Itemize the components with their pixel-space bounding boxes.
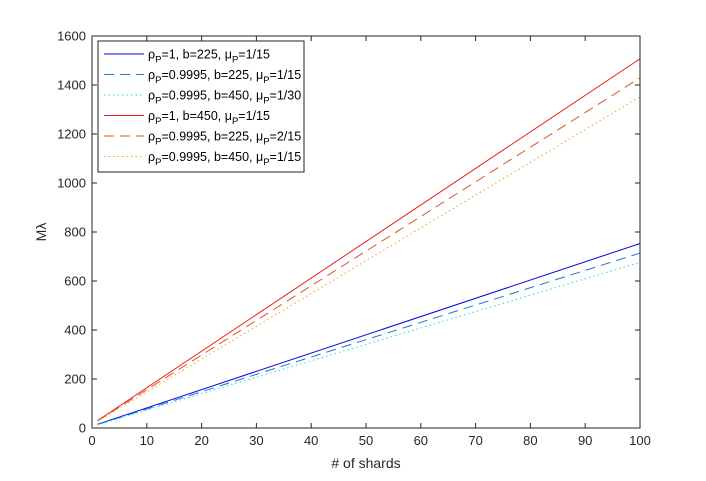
legend-entry-2: ρP=0.9995, b=225, μP=1/15 xyxy=(148,68,301,86)
subscript-p: P xyxy=(155,157,161,168)
y-tick-label: 0 xyxy=(79,421,86,436)
subscript-p: P xyxy=(232,55,238,66)
mu-symbol: μ xyxy=(256,130,263,144)
legend-params: =1, b=450, xyxy=(161,109,224,123)
series-line-6 xyxy=(97,96,641,422)
x-tick-label: 0 xyxy=(88,433,95,448)
legend-box xyxy=(97,40,305,173)
rho-symbol: ρ xyxy=(148,150,155,164)
y-tick-label: 1200 xyxy=(57,127,86,142)
series-lines xyxy=(97,58,641,426)
x-axis-label: # of shards xyxy=(331,455,400,471)
x-tick-label: 90 xyxy=(578,433,592,448)
y-tick-label: 1600 xyxy=(57,29,86,44)
y-tick-label: 800 xyxy=(64,225,86,240)
mu-symbol: μ xyxy=(256,150,263,164)
series-line-5 xyxy=(97,77,641,422)
legend-params: =1, b=225, xyxy=(161,48,224,62)
subscript-p: P xyxy=(232,116,238,127)
x-tick-label: 100 xyxy=(629,433,651,448)
legend-mu-value: =2/15 xyxy=(270,130,302,144)
subscript-p: P xyxy=(155,137,161,148)
x-tick-label: 60 xyxy=(414,433,428,448)
legend-params: =0.9995, b=225, xyxy=(161,130,256,144)
legend-entry-6: ρP=0.9995, b=450, μP=1/15 xyxy=(148,150,301,168)
rho-symbol: ρ xyxy=(148,68,155,82)
y-tick-label: 400 xyxy=(64,323,86,338)
mu-symbol: μ xyxy=(225,48,232,62)
legend-mu-value: =1/15 xyxy=(270,68,302,82)
mu-symbol: μ xyxy=(256,89,263,103)
legend-entry-1: ρP=1, b=225, μP=1/15 xyxy=(148,48,270,66)
legend-entry-5: ρP=0.9995, b=225, μP=2/15 xyxy=(148,130,301,148)
legend-params: =0.9995, b=225, xyxy=(161,68,256,82)
rho-symbol: ρ xyxy=(148,109,155,123)
y-tick-label: 1000 xyxy=(57,176,86,191)
y-tick-label: 1400 xyxy=(57,78,86,93)
rho-symbol: ρ xyxy=(148,130,155,144)
x-tick-label: 50 xyxy=(359,433,373,448)
rho-symbol: ρ xyxy=(148,89,155,103)
series-line-4 xyxy=(97,58,641,422)
legend-params: =0.9995, b=450, xyxy=(161,150,256,164)
y-axis-label: Mλ xyxy=(33,223,49,242)
mu-symbol: μ xyxy=(256,68,263,82)
y-tick-label: 600 xyxy=(64,274,86,289)
legend-params: =0.9995, b=450, xyxy=(161,89,256,103)
series-line-3 xyxy=(97,261,641,426)
x-tick-label: 70 xyxy=(468,433,482,448)
x-tick-label: 80 xyxy=(523,433,537,448)
subscript-p: P xyxy=(155,75,161,86)
legend-entry-3: ρP=0.9995, b=450, μP=1/30 xyxy=(148,89,301,107)
legend-entry-4: ρP=1, b=450, μP=1/15 xyxy=(148,109,270,127)
x-tick-label: 30 xyxy=(249,433,263,448)
x-tick-label: 10 xyxy=(140,433,154,448)
legend-mu-value: =1/15 xyxy=(270,150,302,164)
mu-symbol: μ xyxy=(225,109,232,123)
legend-mu-value: =1/30 xyxy=(270,89,302,103)
series-line-1 xyxy=(97,243,641,425)
x-tick-label: 20 xyxy=(194,433,208,448)
plot-frame xyxy=(91,35,641,429)
legend-mu-value: =1/15 xyxy=(238,48,270,62)
subscript-p: P xyxy=(263,75,269,86)
subscript-p: P xyxy=(155,55,161,66)
subscript-p: P xyxy=(263,96,269,107)
subscript-p: P xyxy=(155,116,161,127)
x-tick-label: 40 xyxy=(304,433,318,448)
subscript-p: P xyxy=(155,96,161,107)
y-axis-ticks: 0 200 400 600 800 1000 1200 1400 1600 xyxy=(57,29,640,436)
legend-mu-value: =1/15 xyxy=(238,109,270,123)
rho-symbol: ρ xyxy=(148,48,155,62)
subscript-p: P xyxy=(263,137,269,148)
x-axis-ticks: 0 10 20 30 40 50 60 70 80 90 100 xyxy=(88,36,651,448)
subscript-p: P xyxy=(263,157,269,168)
y-tick-label: 200 xyxy=(64,372,86,387)
series-line-2 xyxy=(97,252,641,426)
